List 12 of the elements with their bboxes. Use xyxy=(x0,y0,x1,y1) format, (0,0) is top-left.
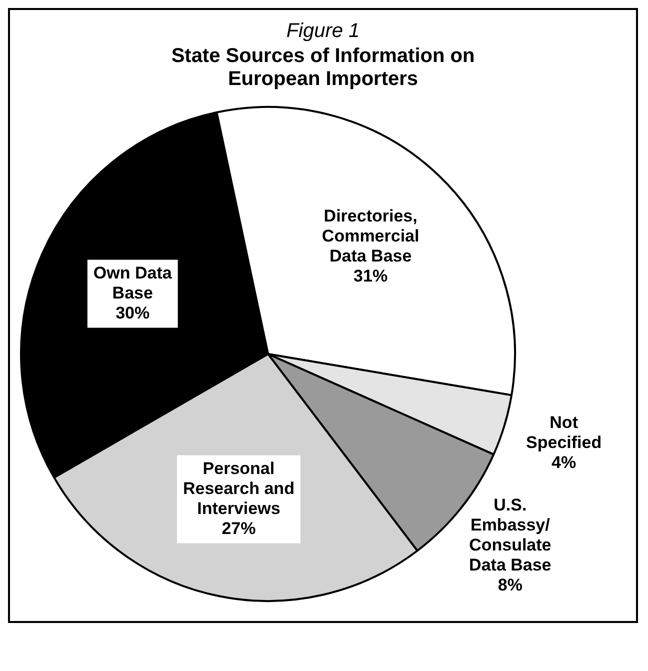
slice-label: U.S. Embassy/ Consulate Data Base xyxy=(469,496,552,575)
slice-label: Personal Research and Interviews xyxy=(182,458,294,518)
data-label: 8% xyxy=(498,576,522,595)
chart-subtitle: State Sources of Information on European Importers xyxy=(170,45,476,91)
data-label: 27% xyxy=(222,518,256,538)
slice-label: Own Data Base xyxy=(93,263,172,302)
slice-label: Not Specified xyxy=(526,413,602,452)
chart-title: Figure 1 xyxy=(285,20,361,43)
data-label: 4% xyxy=(552,453,576,472)
slice-label: Directories, Commercial Data Base xyxy=(322,206,420,266)
data-label: 31% xyxy=(354,266,388,286)
data-label: 30% xyxy=(116,303,150,322)
